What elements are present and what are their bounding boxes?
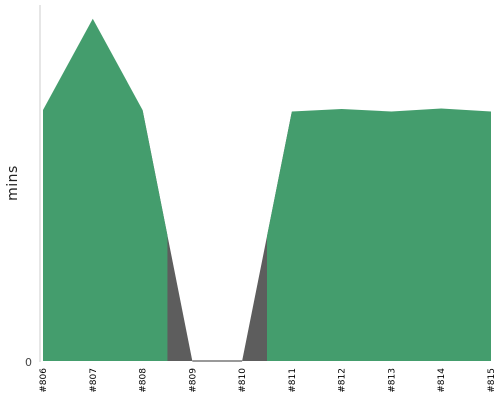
x-tick-label-0: #806 <box>39 368 49 393</box>
x-tick-label-9: #815 <box>487 368 497 393</box>
x-tick-label-5: #811 <box>288 368 298 393</box>
x-tick-label-2: #808 <box>139 368 149 393</box>
x-tick-label-4: #810 <box>238 368 248 393</box>
x-tick-label-7: #813 <box>387 368 397 393</box>
y-axis-label: mins <box>5 165 21 201</box>
area-series-run-0 <box>43 18 168 361</box>
x-tick-label-3: #809 <box>188 368 198 393</box>
x-axis-ticks: #806 #807 #808 #809 #810 #811 #812 #813 #814 #815 <box>39 368 497 393</box>
area-series-run-1 <box>267 108 491 361</box>
x-tick-label-8: #814 <box>437 368 447 393</box>
plot-area <box>43 18 491 362</box>
x-tick-label-1: #807 <box>89 368 99 393</box>
x-tick-label-6: #812 <box>338 368 348 393</box>
y-tick-label-0: 0 <box>25 356 32 369</box>
